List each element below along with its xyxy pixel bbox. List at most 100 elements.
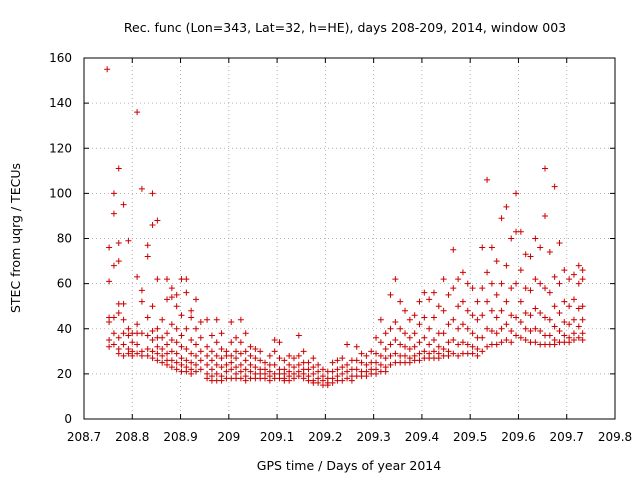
scatter-point <box>197 348 204 355</box>
scatter-point <box>469 350 476 357</box>
scatter-point <box>178 361 185 368</box>
scatter-point <box>493 341 500 348</box>
scatter-point <box>570 296 577 303</box>
scatter-point <box>242 357 249 364</box>
scatter-point <box>164 361 171 368</box>
scatter-point <box>440 346 447 353</box>
scatter-point <box>110 210 117 217</box>
scatter-point <box>106 337 113 344</box>
scatter-point <box>561 267 568 274</box>
scatter-point <box>411 312 418 319</box>
scatter-point <box>479 348 486 355</box>
scatter-point <box>120 330 127 337</box>
scatter-point <box>445 291 452 298</box>
scatter-point <box>579 267 586 274</box>
scatter-point <box>387 352 394 359</box>
scatter-point <box>344 368 351 375</box>
scatter-point <box>192 341 199 348</box>
scatter-point <box>324 382 331 389</box>
scatter-point <box>242 348 249 355</box>
scatter-point <box>159 316 166 323</box>
scatter-point <box>430 348 437 355</box>
scatter-point <box>527 312 534 319</box>
scatter-point <box>459 298 466 305</box>
scatter-point <box>416 357 423 364</box>
chart-title: Rec. func (Lon=343, Lat=32, h=HE), days … <box>124 20 566 35</box>
scatter-point <box>464 341 471 348</box>
scatter-point <box>513 280 520 287</box>
scatter-point <box>402 343 409 350</box>
scatter-point <box>517 334 524 341</box>
scatter-point <box>579 276 586 283</box>
scatter-point <box>484 325 491 332</box>
scatter-point <box>144 332 151 339</box>
scatter-point <box>300 348 307 355</box>
scatter-point <box>149 348 156 355</box>
scatter-point <box>262 359 269 366</box>
scatter-point <box>537 280 544 287</box>
scatter-point <box>173 350 180 357</box>
scatter-point <box>149 190 156 197</box>
y-tick-label: 100 <box>49 186 72 200</box>
scatter-point <box>542 314 549 321</box>
scatter-point <box>546 332 553 339</box>
scatter-point <box>353 366 360 373</box>
scatter-point <box>252 364 259 371</box>
scatter-point <box>459 269 466 276</box>
scatter-point <box>455 276 462 283</box>
scatter-point <box>498 215 505 222</box>
scatter-point <box>542 212 549 219</box>
scatter-point <box>450 285 457 292</box>
scatter-point <box>488 280 495 287</box>
scatter-point <box>228 366 235 373</box>
y-tick-label: 60 <box>57 277 72 291</box>
scatter-point <box>271 361 278 368</box>
scatter-point <box>154 357 161 364</box>
scatter-point <box>561 318 568 325</box>
scatter-point <box>339 364 346 371</box>
scatter-point <box>115 350 122 357</box>
scatter-point <box>110 262 117 269</box>
scatter-point <box>305 359 312 366</box>
scatter-point <box>397 341 404 348</box>
scatter-point <box>551 341 558 348</box>
scatter-point <box>138 298 145 305</box>
scatter-point <box>387 361 394 368</box>
scatter-point <box>134 109 141 116</box>
scatter-point <box>421 314 428 321</box>
scatter-point <box>382 346 389 353</box>
scatter-point <box>493 314 500 321</box>
scatter-point <box>173 303 180 310</box>
scatter-point <box>310 370 317 377</box>
scatter-point <box>522 309 529 316</box>
scatter-point <box>120 316 127 323</box>
scatter-point <box>315 368 322 375</box>
scatter-point <box>498 280 505 287</box>
scatter-point <box>192 325 199 332</box>
scatter-point <box>517 318 524 325</box>
scatter-point <box>551 303 558 310</box>
scatter-point <box>138 352 145 359</box>
scatter-point <box>223 361 230 368</box>
scatter-point <box>484 269 491 276</box>
scatter-point <box>208 366 215 373</box>
scatter-point <box>426 341 433 348</box>
scatter-point <box>115 258 122 265</box>
scatter-point <box>247 352 254 359</box>
scatter-point <box>159 334 166 341</box>
scatter-point <box>358 350 365 357</box>
scatter-point <box>173 359 180 366</box>
scatter-point <box>551 183 558 190</box>
scatter-point <box>566 321 573 328</box>
scatter-point <box>353 357 360 364</box>
scatter-point <box>233 334 240 341</box>
scatter-point <box>498 339 505 346</box>
x-tick-label: 209.6 <box>501 430 535 444</box>
scatter-point <box>319 366 326 373</box>
scatter-point <box>110 314 117 321</box>
scatter-point <box>164 350 171 357</box>
scatter-point <box>397 298 404 305</box>
scatter-point <box>154 350 161 357</box>
scatter-point <box>532 276 539 283</box>
scatter-point <box>290 355 297 362</box>
